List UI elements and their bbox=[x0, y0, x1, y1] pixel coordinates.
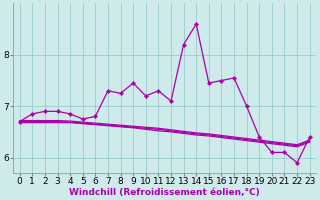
X-axis label: Windchill (Refroidissement éolien,°C): Windchill (Refroidissement éolien,°C) bbox=[69, 188, 260, 197]
